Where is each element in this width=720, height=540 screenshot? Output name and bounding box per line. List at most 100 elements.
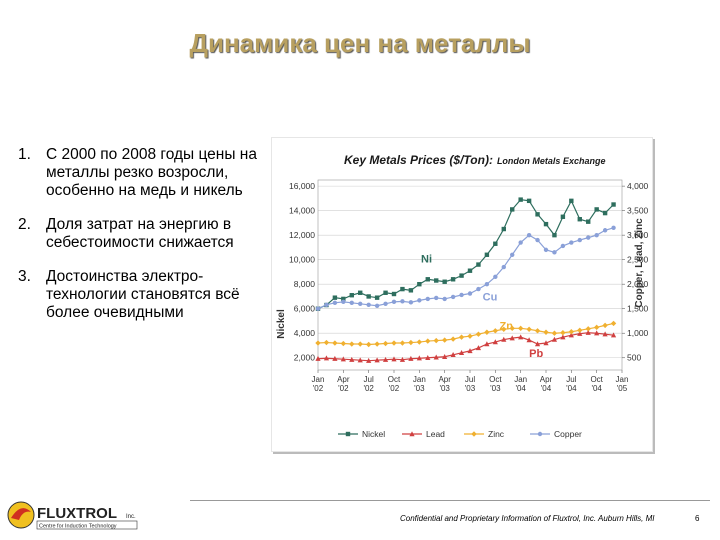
- copper-data-point: [417, 298, 422, 303]
- lead-data-point: [467, 348, 473, 354]
- zinc-data-point: [484, 329, 490, 335]
- zinc-data-point: [568, 329, 575, 335]
- copper-data-point: [510, 252, 515, 257]
- nickel-data-point: [467, 268, 473, 273]
- footer-divider: [190, 500, 710, 501]
- copper-data-point: [526, 232, 532, 238]
- zinc-data-point: [332, 340, 338, 346]
- nickel-data-point: [518, 197, 523, 202]
- zinc-data-point: [349, 341, 355, 347]
- zinc-data-point: [492, 328, 499, 334]
- x-tick-label-year: '02: [389, 384, 400, 393]
- lead-data-point: [349, 356, 355, 362]
- lead-data-point: [602, 331, 608, 337]
- chart-title-main: Key Metals Prices ($/Ton):: [344, 153, 493, 167]
- lead-data-point: [374, 357, 380, 363]
- copper-data-point: [577, 237, 582, 243]
- zinc-data-point: [433, 337, 439, 344]
- copper-data-point: [383, 301, 388, 307]
- copper-data-point: [560, 243, 566, 249]
- nickel-data-point: [586, 219, 591, 224]
- nickel-data-point: [391, 291, 397, 297]
- nickel-data-point: [476, 262, 481, 267]
- copper-data-point: [501, 264, 506, 270]
- nickel-data-point: [543, 221, 549, 227]
- lead-data-point: [399, 356, 406, 362]
- legend-entry-label: Nickel: [362, 429, 385, 439]
- nickel-data-point: [434, 278, 439, 283]
- bullet-item: 3. Достоинства электро-технологии становя…: [18, 268, 270, 322]
- y-left-tick-label: 4,000: [294, 328, 316, 338]
- x-tick-label-month: Oct: [388, 375, 401, 384]
- bullet-list: 1. С 2000 по 2008 годы цены на металлы ре…: [18, 146, 270, 338]
- x-tick-label-year: '02: [313, 384, 324, 393]
- lead-data-point: [450, 352, 456, 357]
- nickel-data-point: [341, 296, 346, 302]
- zinc-data-point: [399, 340, 406, 346]
- plot-area-border: [317, 179, 623, 371]
- bullet-number: 1.: [18, 146, 31, 163]
- nickel-data-point: [366, 294, 371, 299]
- nickel-data-point: [408, 288, 414, 293]
- y-axis-right-label: Copper, Lead, Zinc: [634, 218, 645, 308]
- zinc-data-point: [374, 341, 380, 347]
- copper-series-label: Cu: [483, 292, 498, 304]
- zinc-data-point: [408, 339, 414, 346]
- nickel-data-point: [510, 207, 515, 212]
- nickel-data-point: [602, 210, 608, 216]
- bullet-text: С 2000 по 2008 годы цены на металлы резк…: [46, 146, 257, 199]
- nickel-data-point: [611, 202, 616, 207]
- copper-data-point: [535, 237, 540, 243]
- lead-data-point: [425, 354, 431, 360]
- copper-data-point: [476, 286, 481, 292]
- zinc-data-point: [551, 330, 558, 336]
- lead-data-point: [526, 337, 532, 343]
- zinc-data-point: [357, 341, 363, 347]
- x-tick-label-month: Jul: [566, 375, 576, 384]
- nickel-data-point: [332, 295, 338, 300]
- x-tick-label-year: '03: [414, 384, 425, 393]
- lead-data-point: [484, 341, 490, 347]
- y-right-tick-label: 3,000: [627, 230, 649, 240]
- nickel-legend-marker: [345, 431, 351, 437]
- y-left-tick-label: 16,000: [289, 181, 315, 191]
- y-right-tick-label: 1,000: [627, 328, 649, 338]
- zinc-data-point: [560, 330, 566, 336]
- bullet-number: 3.: [18, 268, 31, 285]
- nickel-data-point: [442, 279, 447, 284]
- chart-title: Key Metals Prices ($/Ton): London Metals …: [344, 153, 605, 167]
- copper-data-point: [366, 302, 371, 307]
- y-right-tick-label: 2,500: [627, 255, 649, 265]
- copper-series-line: [317, 227, 614, 310]
- copper-data-point: [332, 300, 338, 306]
- copper-data-point: [442, 296, 447, 302]
- copper-data-point: [467, 291, 473, 296]
- nickel-data-point: [459, 273, 464, 278]
- x-tick-label-year: '03: [465, 384, 476, 393]
- x-tick-label-year: '04: [566, 384, 577, 393]
- x-tick-label-year: '05: [617, 384, 628, 393]
- lead-data-point: [543, 340, 549, 346]
- x-tick-label-year: '04: [515, 384, 526, 393]
- zinc-data-point: [467, 333, 473, 339]
- lead-data-point: [366, 357, 372, 363]
- x-tick-label-year: '04: [591, 384, 602, 393]
- y-right-tick-label: 2,000: [627, 279, 649, 289]
- nickel-data-point: [577, 217, 582, 222]
- x-tick-label-month: Jul: [465, 375, 475, 384]
- x-tick-label-month: Oct: [489, 375, 502, 384]
- x-tick-label-month: Apr: [337, 375, 350, 384]
- copper-data-point: [594, 232, 599, 238]
- copper-data-point: [315, 306, 321, 311]
- lead-data-point: [594, 330, 600, 336]
- nickel-data-point: [535, 212, 540, 217]
- y-left-tick-label: 12,000: [289, 230, 315, 240]
- slide-title: Динамика цен на металлы: [189, 28, 531, 58]
- bullet-text: Доля затрат на энергию в себестоимости с…: [46, 216, 234, 251]
- zinc-data-point: [501, 326, 507, 333]
- x-tick-label-month: Jan: [514, 375, 527, 384]
- copper-data-point: [434, 295, 439, 301]
- x-tick-label-month: Apr: [540, 375, 553, 384]
- metals-price-chart: Key Metals Prices ($/Ton): London Metals …: [276, 153, 649, 439]
- y-axis-left-label: Nickel: [276, 309, 287, 339]
